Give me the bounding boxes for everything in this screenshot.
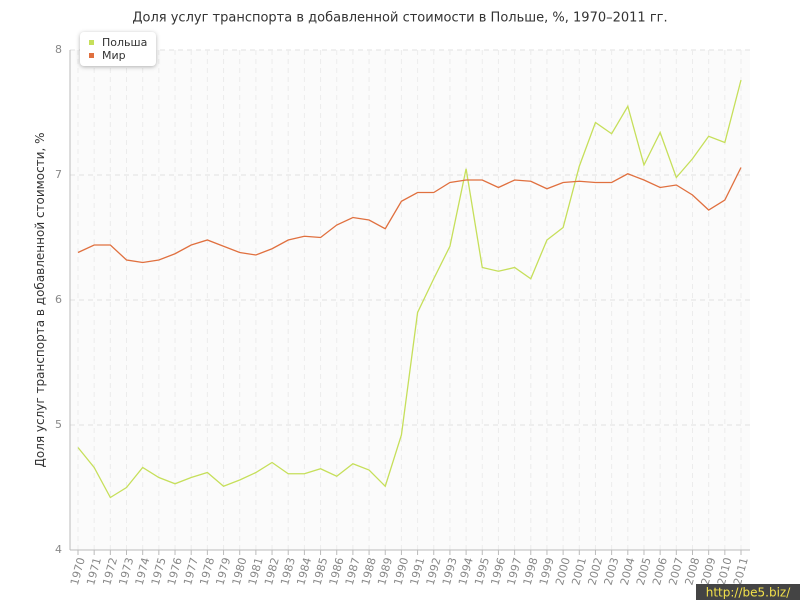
watermark-box xyxy=(696,584,800,600)
y-tick-label: 6 xyxy=(55,293,62,306)
y-tick-label: 5 xyxy=(55,418,62,431)
plot-background xyxy=(70,50,750,550)
y-tick-label: 7 xyxy=(55,168,62,181)
legend-swatch xyxy=(89,53,94,58)
series-line xyxy=(77,167,742,264)
y-axis-label: Доля услуг транспорта в добавленной стои… xyxy=(33,133,47,468)
y-tick-label: 4 xyxy=(55,543,62,556)
y-tick-label: 8 xyxy=(55,43,62,56)
legend-swatch xyxy=(89,40,94,45)
legend-box xyxy=(80,32,156,66)
legend-label: Польша xyxy=(102,36,147,49)
series-line xyxy=(77,79,742,499)
chart-title: Доля услуг транспорта в добавленной стои… xyxy=(132,11,667,26)
watermark: http://be5.biz/ xyxy=(706,586,791,600)
plot-area: 4567819701971197219731974197519761977197… xyxy=(55,32,751,587)
legend-label: Мир xyxy=(102,49,126,62)
